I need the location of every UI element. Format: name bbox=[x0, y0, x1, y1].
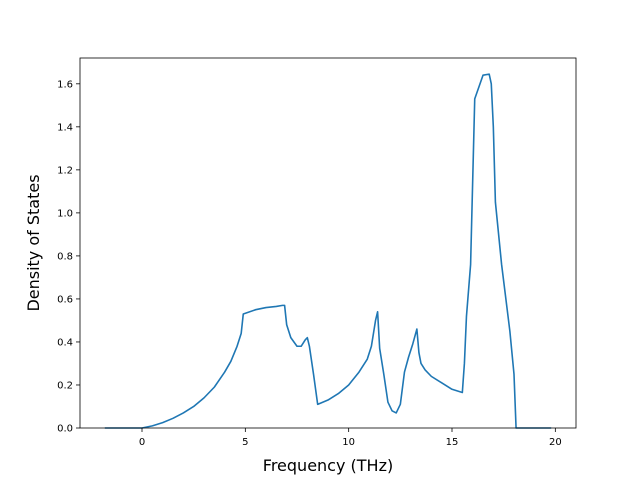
x-tick-label: 20 bbox=[549, 437, 562, 448]
axes-frame bbox=[79, 57, 577, 429]
x-axis-ticks: 0 5 10 15 20 bbox=[139, 428, 562, 448]
x-tick-label: 0 bbox=[139, 437, 145, 448]
chart-marks bbox=[104, 73, 552, 429]
y-axis-ticks: 0.0 0.2 0.4 0.6 0.8 1.0 1.2 1.4 1.6 bbox=[57, 79, 80, 435]
y-tick-label: 1.4 bbox=[57, 122, 73, 133]
y-tick-label: 0.6 bbox=[57, 294, 73, 305]
y-tick-label: 1.6 bbox=[57, 79, 73, 90]
x-tick-label: 5 bbox=[242, 437, 248, 448]
y-tick-label: 1.2 bbox=[57, 165, 73, 176]
x-axis-label: Frequency (THz) bbox=[263, 456, 393, 475]
y-tick-label: 0.8 bbox=[57, 251, 73, 262]
y-tick-label: 0.0 bbox=[57, 424, 73, 435]
y-tick-label: 0.4 bbox=[57, 337, 73, 348]
dos-series-line bbox=[104, 73, 552, 429]
x-tick-label: 10 bbox=[342, 437, 355, 448]
plot-area bbox=[80, 58, 576, 428]
y-axis-label: Density of States bbox=[24, 174, 43, 311]
y-tick-label: 0.2 bbox=[57, 380, 73, 391]
y-tick-label: 1.0 bbox=[57, 208, 73, 219]
x-tick-label: 15 bbox=[446, 437, 459, 448]
